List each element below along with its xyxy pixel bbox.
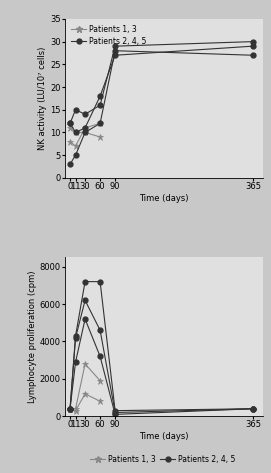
X-axis label: Time (days): Time (days) [139, 194, 189, 203]
Legend: Patients 1, 3, Patients 2, 4, 5: Patients 1, 3, Patients 2, 4, 5 [87, 452, 238, 467]
Legend: Patients 1, 3, Patients 2, 4, 5: Patients 1, 3, Patients 2, 4, 5 [69, 23, 149, 48]
X-axis label: Time (days): Time (days) [139, 432, 189, 441]
Y-axis label: NK activity (LU/10⁷ cells): NK activity (LU/10⁷ cells) [38, 47, 47, 150]
Y-axis label: Lymphocyte proliferation (cpm): Lymphocyte proliferation (cpm) [28, 271, 37, 403]
